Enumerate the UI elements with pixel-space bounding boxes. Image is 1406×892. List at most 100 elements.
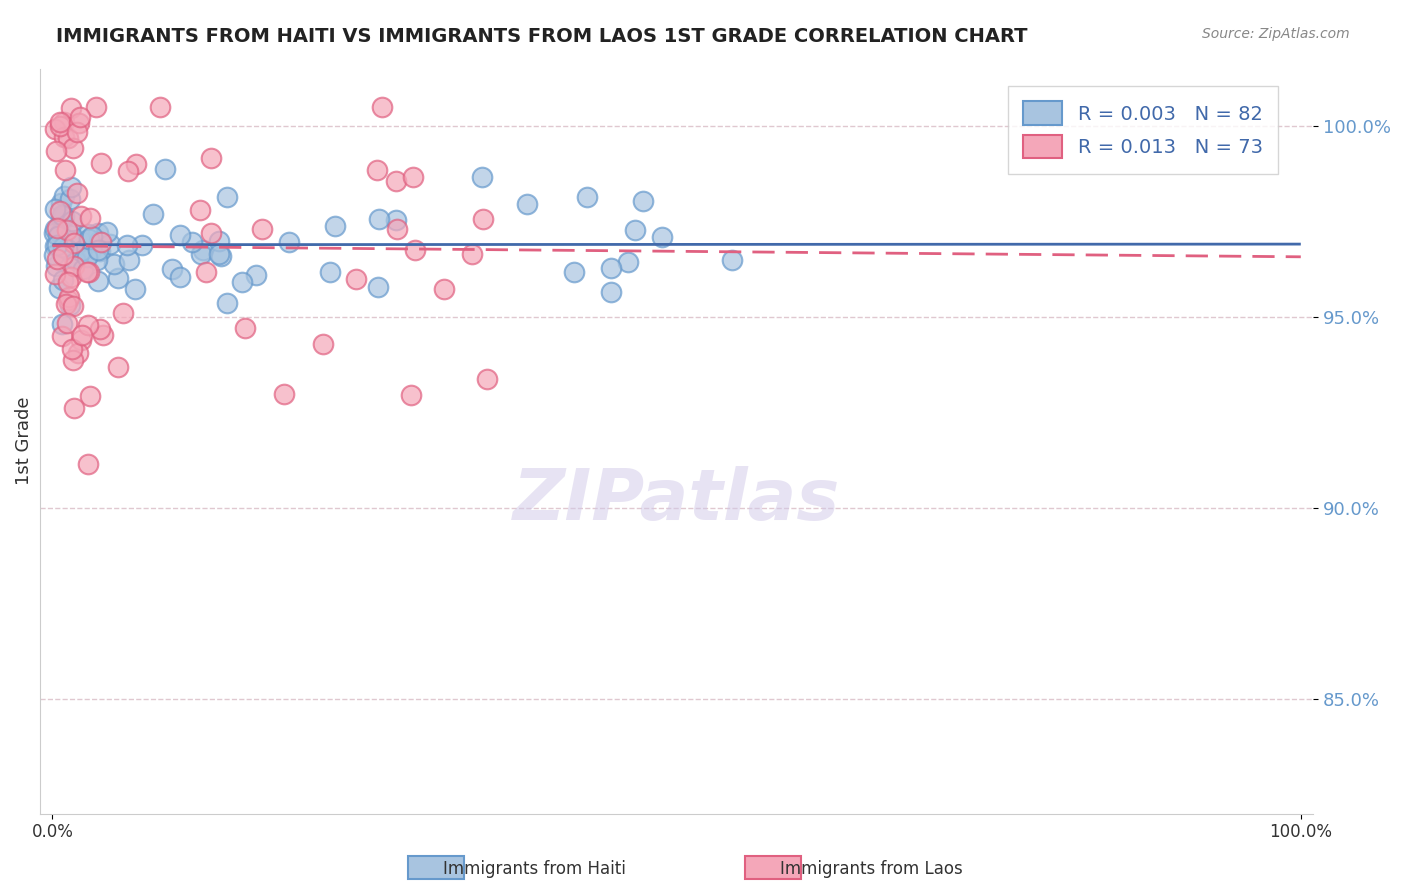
Text: Immigrants from Laos: Immigrants from Laos	[780, 860, 963, 878]
Point	[117, 163, 139, 178]
Point	[245, 268, 267, 282]
Point	[62, 352, 84, 367]
Point	[107, 360, 129, 375]
Point	[323, 219, 346, 234]
Point	[215, 296, 238, 310]
Point	[98, 237, 121, 252]
Point	[195, 265, 218, 279]
Point	[52, 130, 75, 145]
Point	[208, 247, 231, 261]
Point	[384, 213, 406, 227]
Point	[86, 253, 108, 268]
Point	[252, 222, 274, 236]
Point	[46, 238, 69, 252]
Point	[89, 235, 111, 249]
Point	[62, 236, 84, 251]
Point	[79, 389, 101, 403]
Point	[51, 318, 73, 332]
Point	[564, 265, 586, 279]
Point	[62, 343, 84, 357]
Point	[44, 248, 66, 262]
Point	[118, 252, 141, 267]
Point	[115, 238, 138, 252]
Point	[433, 282, 456, 296]
Point	[103, 257, 125, 271]
Point	[44, 121, 66, 136]
Point	[51, 208, 73, 222]
Point	[59, 235, 82, 249]
Point	[77, 227, 100, 242]
Point	[84, 100, 107, 114]
Point	[56, 242, 79, 256]
Text: Immigrants from Haiti: Immigrants from Haiti	[443, 860, 626, 878]
Point	[79, 246, 101, 260]
Point	[44, 202, 66, 217]
Point	[49, 195, 72, 210]
Point	[471, 170, 494, 185]
Point	[89, 322, 111, 336]
Point	[90, 235, 112, 250]
Point	[90, 156, 112, 170]
Point	[312, 337, 335, 351]
Point	[76, 250, 98, 264]
Point	[45, 259, 67, 273]
Point	[87, 243, 110, 257]
Point	[69, 333, 91, 347]
Point	[153, 161, 176, 176]
Point	[142, 206, 165, 220]
Point	[63, 253, 86, 268]
Point	[60, 101, 83, 115]
Point	[66, 186, 89, 201]
Point	[72, 262, 94, 277]
Point	[67, 116, 90, 130]
Point	[277, 235, 299, 250]
Y-axis label: 1st Grade: 1st Grade	[15, 397, 32, 485]
Point	[60, 269, 83, 284]
Point	[402, 170, 425, 185]
Point	[96, 225, 118, 239]
Point	[617, 254, 640, 268]
Point	[66, 345, 89, 359]
Point	[70, 327, 93, 342]
Point	[87, 274, 110, 288]
Point	[80, 229, 103, 244]
Point	[624, 223, 647, 237]
Point	[107, 271, 129, 285]
Point	[77, 318, 100, 332]
Point	[162, 261, 184, 276]
Point	[60, 179, 83, 194]
Point	[79, 211, 101, 225]
Point	[89, 244, 111, 258]
Point	[49, 203, 72, 218]
Point	[52, 209, 75, 223]
Point	[56, 130, 79, 145]
Text: Source: ZipAtlas.com: Source: ZipAtlas.com	[1202, 27, 1350, 41]
Point	[190, 247, 212, 261]
Point	[233, 320, 256, 334]
Point	[720, 252, 742, 267]
Point	[91, 327, 114, 342]
Point	[42, 226, 65, 240]
Point	[59, 298, 82, 312]
Point	[44, 221, 66, 235]
Point	[600, 285, 623, 299]
Point	[169, 269, 191, 284]
Point	[56, 223, 79, 237]
Point	[231, 275, 253, 289]
Point	[56, 293, 79, 307]
Point	[69, 235, 91, 249]
Point	[169, 228, 191, 243]
Legend: R = 0.003   N = 82, R = 0.013   N = 73: R = 0.003 N = 82, R = 0.013 N = 73	[1008, 86, 1278, 174]
Point	[70, 209, 93, 223]
Point	[651, 230, 673, 244]
Point	[44, 239, 66, 253]
Point	[55, 316, 77, 330]
Point	[191, 243, 214, 257]
Point	[69, 110, 91, 124]
Point	[51, 329, 73, 343]
Point	[371, 100, 394, 114]
Point	[59, 192, 82, 206]
Point	[516, 197, 538, 211]
Point	[149, 100, 172, 114]
Point	[76, 458, 98, 472]
